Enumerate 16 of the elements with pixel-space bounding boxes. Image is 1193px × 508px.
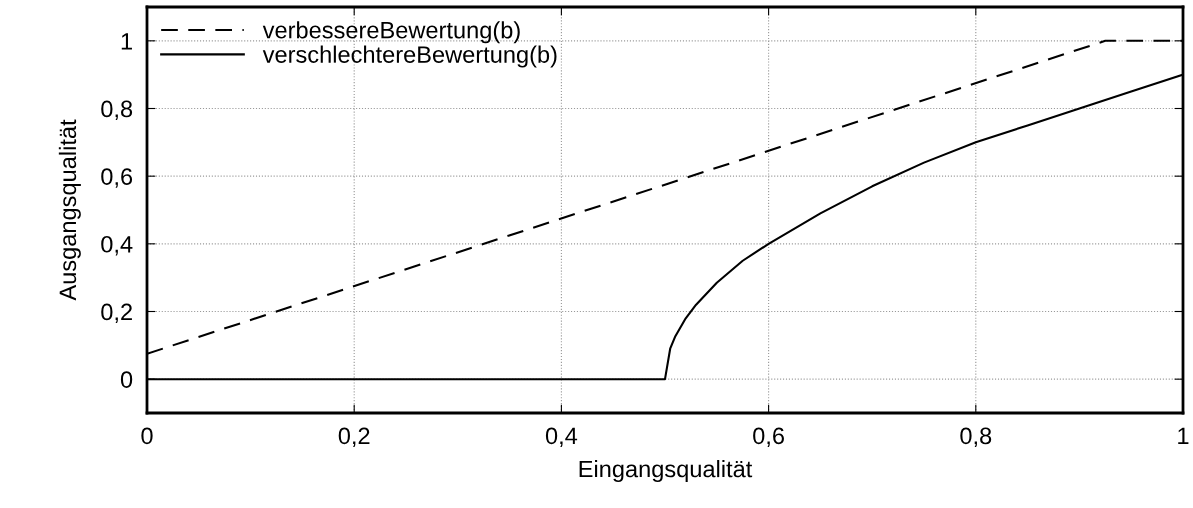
x-tick-label: 0 [141,427,153,445]
x-tick-label: 1 [1178,427,1189,444]
x-tick-label: 0,6 [753,427,784,448]
x-tick-label: 0,2 [338,427,370,448]
x-axis-title: Eingangsqualität [579,460,753,483]
legend-label: verschlechtereBewertung(b) [262,45,557,68]
x-tick-label: 0,8 [960,427,992,448]
y-tick-label: 1 [121,33,132,50]
y-tick-label: 0 [120,371,133,388]
y-tick-label: 0,8 [101,100,133,121]
x-tick-label: 0,4 [545,427,578,448]
y-axis-title: Ausgangsqualität [58,119,81,301]
y-tick-label: 0,4 [101,235,133,256]
legend-label: verbessereBewertung(b) [262,21,520,44]
y-tick-label: 0,6 [101,168,133,188]
y-tick-label: 0,2 [101,303,132,324]
